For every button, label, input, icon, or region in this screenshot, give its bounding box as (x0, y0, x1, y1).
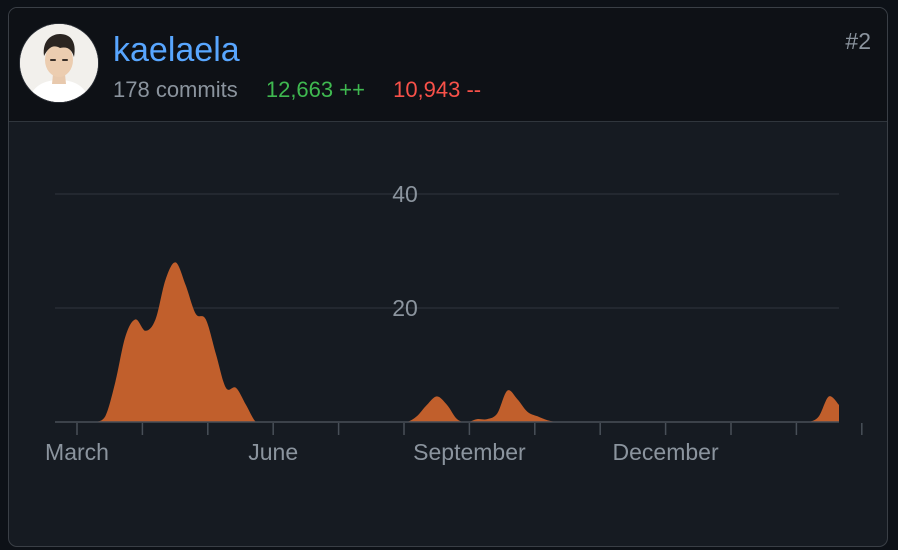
x-tick-label-december: December (613, 439, 719, 465)
commit-area (55, 262, 839, 422)
x-tick-label-june: June (248, 439, 298, 465)
y-tick-label-40: 40 (392, 181, 418, 207)
deletions-count: 10,943 -- (393, 77, 482, 102)
contributor-rank: #2 (845, 28, 871, 54)
commit-count: 178 commits (113, 77, 238, 102)
avatar[interactable] (20, 24, 98, 102)
y-tick-label-20: 20 (392, 295, 418, 321)
x-tick-label-september: September (413, 439, 526, 465)
x-tick-label-march: March (45, 439, 109, 465)
commit-activity-chart: 20 40 March June September December (45, 181, 863, 465)
contribution-stats: 178 commits 12,663 ++ 10,943 -- (113, 77, 481, 103)
username-link[interactable]: kaelaela (113, 31, 240, 69)
contributor-header: kaelaela 178 commits 12,663 ++ 10,943 --… (9, 8, 887, 122)
contributor-card: kaelaela 178 commits 12,663 ++ 10,943 --… (8, 7, 888, 547)
additions-count: 12,663 ++ (265, 77, 365, 102)
avatar-image (20, 24, 98, 102)
